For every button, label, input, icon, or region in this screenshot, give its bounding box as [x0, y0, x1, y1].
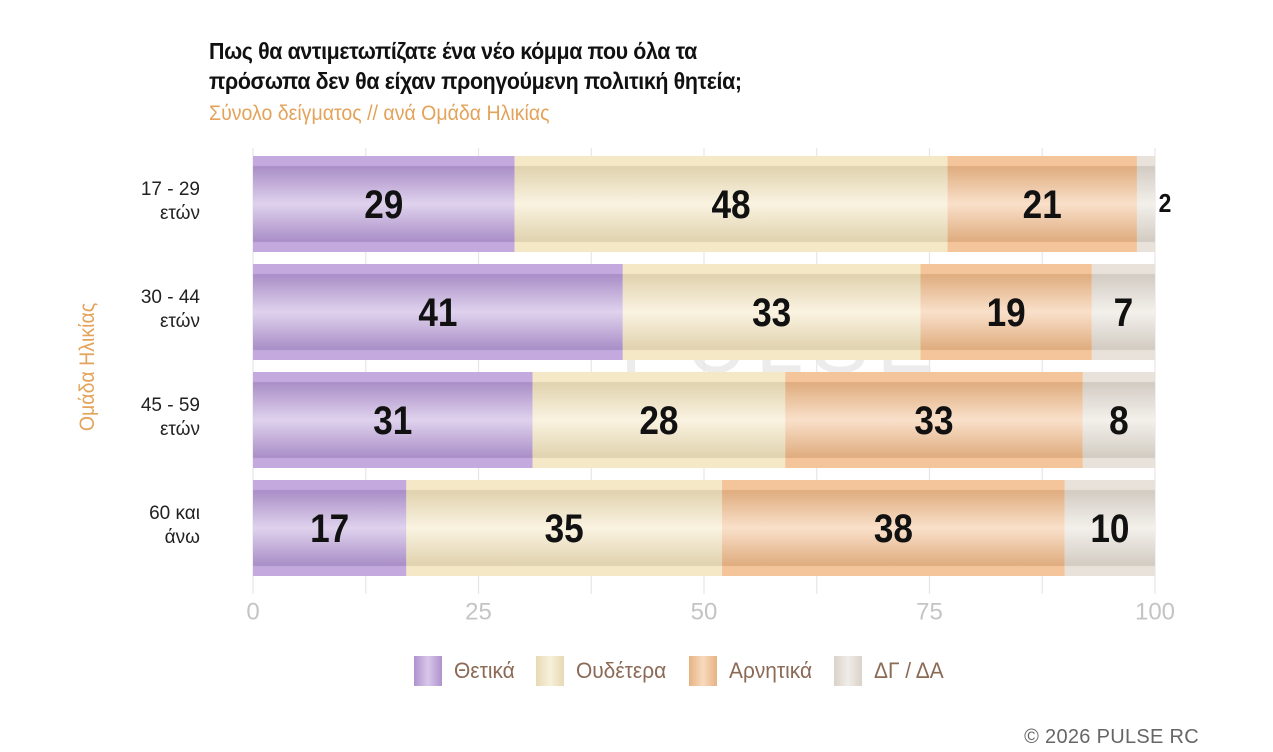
category-label-line-1: 30 - 44: [140, 287, 200, 308]
bar-segment: [253, 372, 533, 468]
data-label: 28: [639, 398, 678, 443]
data-label: 8: [1109, 398, 1129, 443]
category-label: 60 και άνω: [80, 502, 200, 550]
x-tick-label: 25: [465, 599, 492, 626]
legend-swatch: [535, 656, 564, 686]
legend: Θετικά Ουδέτερα Αρνητικά ΔΓ / ΔΑ: [414, 656, 966, 686]
data-label: 21: [1023, 182, 1062, 227]
legend-item: Ουδέτερα: [535, 656, 671, 686]
copyright-footer: © 2026 PULSE RC: [1024, 726, 1199, 748]
category-label-line-2: ετών: [159, 203, 200, 224]
category-label-line-2: ετών: [159, 311, 200, 332]
legend-item: ΔΓ / ΔΑ: [834, 656, 947, 686]
bar-segment: [253, 156, 515, 252]
category-label: 30 - 44 ετών: [80, 286, 200, 334]
data-label: 48: [711, 182, 750, 227]
data-label: 19: [987, 290, 1026, 335]
legend-item: Θετικά: [414, 656, 518, 686]
category-label: 17 - 29 ετών: [80, 178, 200, 226]
category-label: 45 - 59 ετών: [80, 394, 200, 442]
x-tick-label: 50: [691, 599, 718, 626]
data-label: 31: [373, 398, 412, 443]
bar-segment: [514, 156, 948, 252]
data-label: 41: [418, 290, 457, 335]
data-label: 38: [874, 506, 913, 551]
data-label: 33: [914, 398, 953, 443]
x-tick-label: 0: [246, 599, 259, 626]
data-label: 33: [752, 290, 791, 335]
chart-subtitle: Σύνολο δείγματος // ανά Ομάδα Ηλικίας: [209, 102, 550, 125]
bar-segment: [1082, 372, 1155, 468]
x-axis-ticks: 0 25 50 75 100: [246, 599, 1175, 626]
legend-swatch: [414, 656, 442, 686]
bar-segment: [785, 372, 1083, 468]
legend-label: Ουδέτερα: [575, 658, 667, 683]
data-label: 17: [310, 506, 349, 551]
data-label: 35: [545, 506, 584, 551]
category-label-line-1: 17 - 29: [140, 179, 200, 200]
legend-label: ΔΓ / ΔΑ: [874, 658, 944, 683]
bar-segment: [1091, 264, 1155, 360]
legend-swatch: [834, 656, 863, 686]
legend-label: Αρνητικά: [728, 658, 812, 683]
legend-label: Θετικά: [454, 658, 515, 683]
chart-title-line-1: Πως θα αντιμετωπίζατε ένα νέο κόμμα που …: [209, 38, 697, 64]
chart-title-line-2: πρόσωπα δεν θα είχαν προηγούμενη πολιτικ…: [209, 68, 742, 94]
legend-item: Αρνητικά: [688, 656, 816, 686]
bar-segment: [1136, 156, 1155, 252]
x-tick-label: 100: [1135, 599, 1175, 626]
data-label: 7: [1114, 290, 1134, 335]
data-label: 10: [1090, 506, 1129, 551]
data-label: 29: [364, 182, 403, 227]
bar-segment: [722, 480, 1065, 576]
bar-segment: [920, 264, 1092, 360]
chart-title: Πως θα αντιμετωπίζατε ένα νέο κόμμα που …: [209, 36, 742, 96]
data-label: 2: [1159, 190, 1172, 219]
x-tick-label: 75: [916, 599, 943, 626]
bar-segment: [406, 480, 723, 576]
bar-segment: [1064, 480, 1155, 576]
bar-segment: [622, 264, 921, 360]
data-labels: 29 48 21 2 41 33 19 7 31 28 33 8 17 35 38 10: [310, 182, 1171, 551]
bar-segment: [947, 156, 1137, 252]
bar-segment: [253, 264, 623, 360]
bars: [253, 156, 1155, 576]
category-label-line-2: άνω: [164, 527, 200, 548]
bar-segment: [532, 372, 786, 468]
category-label-line-1: 45 - 59: [140, 395, 200, 416]
category-label-line-1: 60 και: [149, 503, 200, 524]
legend-swatch: [688, 656, 717, 686]
bar-segment: [253, 480, 407, 576]
category-label-line-2: ετών: [159, 419, 200, 440]
